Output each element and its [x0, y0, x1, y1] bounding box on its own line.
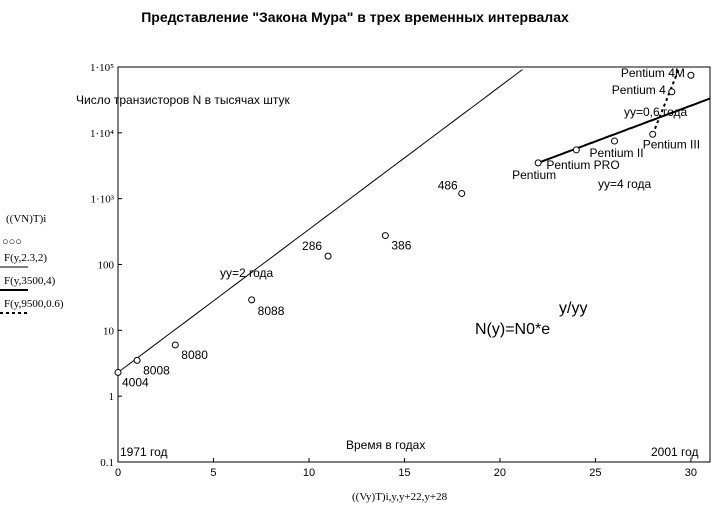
data-point-label: 486 — [438, 178, 458, 192]
data-point — [687, 71, 695, 79]
data-point — [668, 88, 676, 96]
data-point — [649, 130, 657, 138]
data-point — [248, 296, 256, 304]
chart-title: Представление "Закона Мура" в трех време… — [141, 9, 569, 25]
data-point-label: Pentium — [512, 168, 556, 182]
plot-frame — [117, 66, 711, 463]
data-point — [534, 159, 542, 167]
legend-marker: ○○○ — [2, 236, 22, 248]
data-point-label: Pentium 4M — [621, 66, 685, 80]
y-tick-label: 1·10³ — [91, 194, 115, 206]
legend: ○○○ F(y,2.3,2) F(y,3500,4) F(y,9500,0.6) — [0, 236, 64, 314]
data-point-label: Pentium PRO — [546, 158, 619, 172]
y-axis: 0.1 1 10 100 1·10³ 1·10⁴ 1·10⁵ — [90, 62, 122, 469]
x-tick-label: 0 — [115, 467, 121, 479]
series-line-thin — [117, 69, 523, 373]
data-point-label: Pentium III — [643, 137, 700, 151]
x-axis: 0 5 10 15 20 25 30 — [115, 458, 697, 479]
data-point — [171, 341, 179, 349]
data-point-label: 8008 — [143, 363, 170, 377]
y-tick-label: 0.1 — [100, 457, 114, 469]
data-point-label: 386 — [391, 239, 411, 253]
data-point-label: Pentium 4 — [612, 83, 666, 97]
data-point-label: 8080 — [181, 348, 208, 362]
y-axis-text: Число транзисторов N в тысячах штук — [76, 93, 290, 107]
data-point — [572, 146, 580, 154]
y-tick-label: 1 — [109, 391, 115, 403]
x-tick-label: 25 — [589, 467, 601, 479]
legend-label: F(y,9500,0.6) — [4, 298, 64, 310]
x-tick-label: 20 — [494, 467, 506, 479]
series-annotations: yy=2 года yy=4 года yy=0,6 года — [220, 105, 688, 280]
data-point — [611, 137, 619, 145]
data-point — [381, 232, 389, 240]
data-point — [324, 252, 332, 260]
legend-label: F(y,2.3,2) — [4, 252, 47, 264]
y-tick-label: 100 — [98, 260, 115, 272]
data-point — [133, 356, 141, 364]
y-tick-label: 10 — [103, 325, 115, 337]
x-tick-label: 5 — [210, 467, 216, 479]
end-year-label: 2001 год — [651, 445, 699, 459]
y-axis-label: ((VN)T)i — [6, 213, 46, 225]
series-annotation: yy=4 года — [598, 177, 652, 191]
series-line-thick — [537, 97, 711, 164]
x-axis-label: ((Vy)T)i,y,y+22,y+28 — [352, 491, 448, 503]
x-tick-label: 10 — [303, 467, 315, 479]
series-lines — [117, 67, 711, 373]
x-axis-text: Время в годах — [346, 438, 425, 452]
legend-label: F(y,3500,4) — [4, 275, 56, 287]
data-point — [114, 368, 122, 376]
series-annotation: yy=2 года — [220, 266, 274, 280]
formula-main: N(y)=N0*e — [475, 321, 550, 338]
y-tick-label: 1·10⁵ — [90, 62, 114, 74]
x-tick-label: 15 — [398, 467, 410, 479]
x-tick-label: 30 — [685, 467, 697, 479]
data-point-label: Pentium II — [590, 146, 644, 160]
data-point-label: 8088 — [258, 304, 285, 318]
data-point — [458, 189, 466, 197]
series-annotation: yy=0,6 года — [624, 105, 688, 119]
y-tick-label: 1·10⁴ — [90, 128, 114, 140]
data-point-label: 286 — [302, 239, 322, 253]
start-year-label: 1971 год — [120, 445, 168, 459]
formula-exponent: y/yy — [559, 300, 587, 317]
data-point-label: 4004 — [122, 375, 149, 389]
